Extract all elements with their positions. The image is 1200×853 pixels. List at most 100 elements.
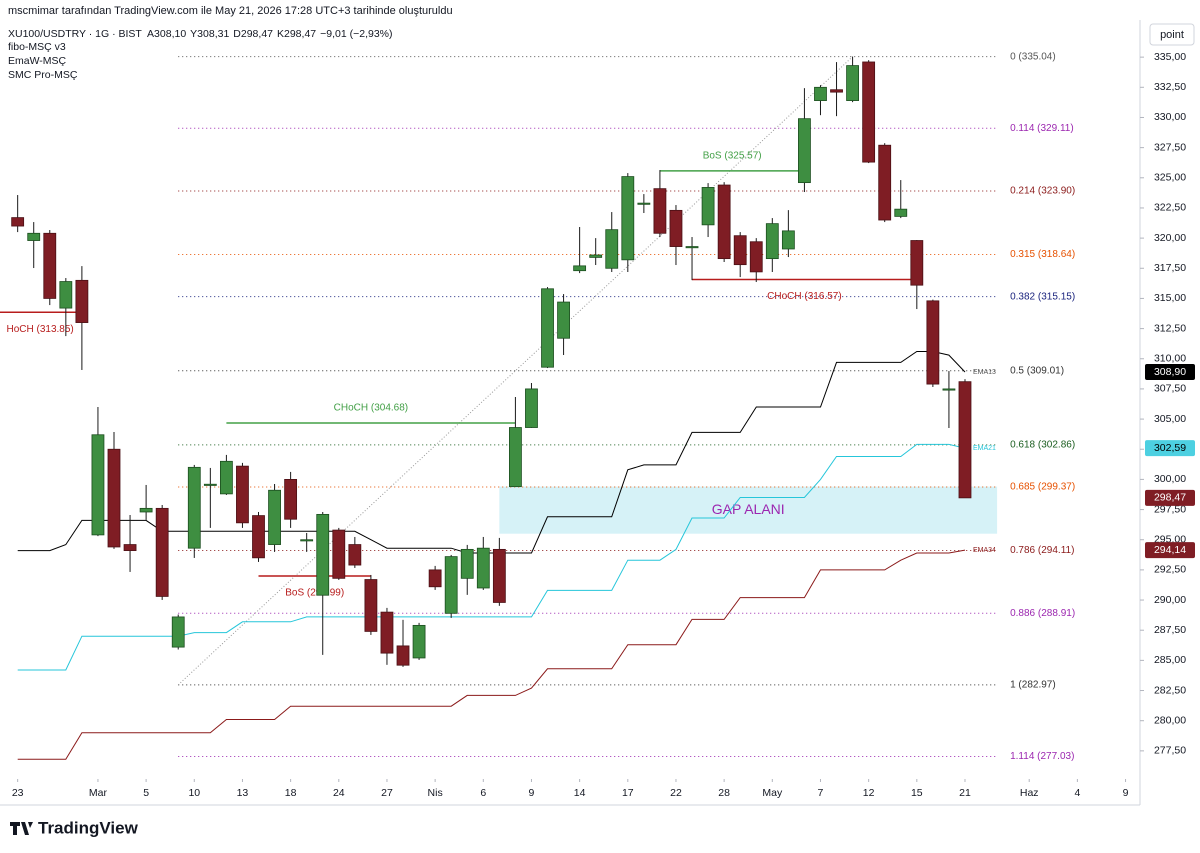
brand: TradingView [38,818,139,837]
fib-label: 0.618 (302.86) [1010,440,1075,451]
y-tick-label: 292,50 [1154,564,1186,576]
symbol-line: XU100/USDTRY · 1G · BIST A308,10 Y308,31 D2… [8,28,393,40]
candle-body [43,232,57,299]
x-tick-label: 5 [143,787,149,799]
price-badge [1145,364,1195,381]
candle-body [11,217,25,227]
price-badge-label: 298,47 [1154,492,1186,504]
price-badge-label: 308,90 [1154,366,1186,378]
gap-label: GAP ALANI [712,501,785,517]
structure-label: BoS (325.57) [703,151,762,162]
candle-body [685,246,699,249]
candle-body [846,65,859,101]
ema-line [17,549,966,760]
fib-label: 0.114 (329.11) [1010,123,1074,134]
candle-body [27,232,41,241]
candle-body [203,483,217,486]
indicator: fibo-MSÇ v3 [8,41,66,53]
candle-body [830,89,843,93]
candle-body [236,465,249,524]
candle-body [300,539,314,542]
y-tick-label: 290,00 [1154,594,1186,606]
candle-body [187,466,201,549]
candle-body [525,388,538,428]
y-tick-label: 320,00 [1154,232,1186,244]
candle-body [653,188,667,234]
x-tick-label: 15 [911,787,923,799]
candle-body [91,434,105,536]
candle-body [894,208,908,217]
candle-body [749,241,763,273]
y-tick-label: 285,00 [1154,654,1186,666]
ohlc: Y308,31 [190,28,229,40]
candle-body [958,381,972,499]
y-tick-label: 327,50 [1154,141,1186,153]
x-tick-label: 21 [959,787,971,799]
candle-body [428,569,442,588]
indicator: EmaW-MSÇ [8,55,67,67]
y-tick-label: 280,00 [1154,714,1186,726]
logo: TradingView [10,818,139,837]
scale-button[interactable] [1149,23,1195,46]
scale-button-label[interactable]: point [1160,29,1184,41]
structure-label: CHoCH (316.57) [767,291,841,302]
x-tick-label: 9 [1123,787,1129,799]
candle-body [252,515,265,559]
x-tick-label: 12 [863,787,875,799]
y-tick-label: 305,00 [1154,413,1186,425]
y-tick-label: 287,50 [1154,624,1186,636]
candle-body [412,624,426,659]
candle-body [476,547,490,589]
candle-body [380,611,394,654]
candle-body [781,230,795,250]
candle-body [557,301,570,339]
fib-label: 0.786 (294.11) [1010,545,1074,556]
fib-label: 0.382 (315.15) [1010,291,1075,302]
x-tick-label: Haz [1020,787,1039,799]
candle-body [878,144,892,221]
candle-body [621,176,635,261]
candle-body [942,388,956,391]
price-badge [1145,440,1195,457]
candle-body [59,281,73,309]
x-tick-label: 9 [529,787,535,799]
candle-body [123,544,137,551]
change: −9,01 (−2,93%) [320,28,392,40]
y-tick-label: 312,50 [1154,322,1186,334]
candle-body [605,229,619,269]
candle-body [364,579,378,632]
candle-body [139,507,153,513]
structure-label: CHoCH (304.68) [334,403,408,414]
ema-label: EMA13 [973,369,996,376]
candle-body [107,448,121,548]
indicator: SMC Pro-MSÇ [8,69,78,81]
ohlc: D298,47 [233,28,273,40]
candle-body [75,279,89,323]
x-tick-label: 28 [718,787,730,799]
y-tick-label: 335,00 [1154,51,1186,63]
structure-label: BoS (291.99) [285,588,344,599]
credit: mscmimar tarafından TradingView.com ile … [8,5,453,17]
x-tick-label: 17 [622,787,634,799]
candle-body [219,460,233,495]
ema-label: EMA21 [973,445,996,452]
candle-body [589,254,603,258]
candle-body [492,548,506,603]
x-tick-label: 7 [818,787,824,799]
fib-trend [177,56,853,686]
price-badge [1145,542,1195,559]
x-tick-label: Mar [89,787,108,799]
price-badge [1145,489,1195,506]
fib-label: 1 (282.97) [1010,680,1056,691]
logo-mark [10,822,33,835]
fib-label: 0.886 (288.91) [1010,608,1075,619]
x-tick-label: May [762,787,783,799]
candle-body [926,300,940,385]
y-tick-label: 332,50 [1154,81,1186,93]
y-tick-label: 317,50 [1154,262,1186,274]
candle-body [701,187,715,226]
plot-area: GAP ALANI HoCH (313.85) CHoCH (304.68) BoS … [0,56,998,760]
y-tick-label: 300,00 [1154,473,1186,485]
